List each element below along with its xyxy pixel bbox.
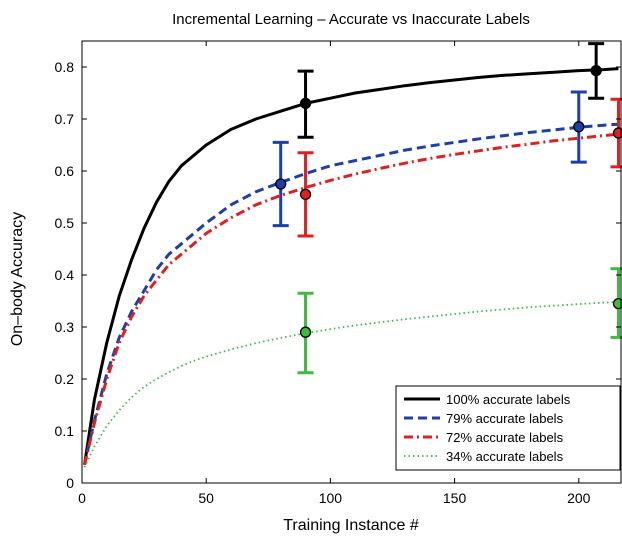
y-tick-label: 0.1 (55, 423, 75, 439)
data-point (299, 326, 312, 338)
data-point (299, 97, 312, 110)
y-tick-label: 0 (66, 475, 74, 491)
series-2 (83, 97, 622, 466)
x-tick-label: 200 (567, 490, 591, 506)
series-0 (83, 42, 619, 466)
plot-frame (81, 40, 622, 484)
y-tick-label: 0.8 (55, 59, 75, 75)
series-3 (83, 267, 622, 468)
y-tick-label: 0.7 (55, 111, 75, 127)
data-point (590, 64, 602, 77)
y-tick-label: 0.3 (55, 319, 75, 335)
data-point (612, 127, 622, 139)
series-line (83, 122, 619, 466)
y-tick-label: 0.2 (55, 371, 75, 387)
y-axis-label: On–body Accuracy (9, 212, 26, 346)
data-point (275, 178, 287, 190)
y-tick-label: 0.4 (55, 267, 75, 283)
x-tick-label: 100 (319, 490, 343, 506)
data-point (573, 121, 585, 133)
legend-label: 100% accurate labels (446, 392, 571, 407)
data-point (299, 188, 312, 201)
y-tick-label: 0.6 (55, 163, 75, 179)
legend: 100% accurate labels 79% accurate labels 7… (395, 385, 621, 471)
series-layer (83, 42, 622, 468)
data-point (612, 297, 622, 310)
y-tick-label: 0.5 (55, 215, 75, 231)
series-line (83, 132, 619, 466)
x-tick-label: 50 (198, 490, 214, 506)
chart-title: Incremental Learning – Accurate vs Inacc… (172, 11, 530, 28)
legend-label: 34% accurate labels (446, 449, 564, 464)
x-axis-label: Training Instance # (283, 517, 419, 534)
x-tick-label: 0 (78, 490, 86, 506)
series-1 (83, 90, 619, 466)
legend-label: 72% accurate labels (446, 430, 564, 445)
legend-label: 79% accurate labels (446, 411, 564, 426)
series-line (83, 67, 619, 466)
x-tick-label: 150 (443, 490, 467, 506)
axes-layer: 0 50 100 150 200 0 0.1 0.2 0.3 0.4 0.5 0.6 0.7 0.8 (55, 40, 622, 506)
